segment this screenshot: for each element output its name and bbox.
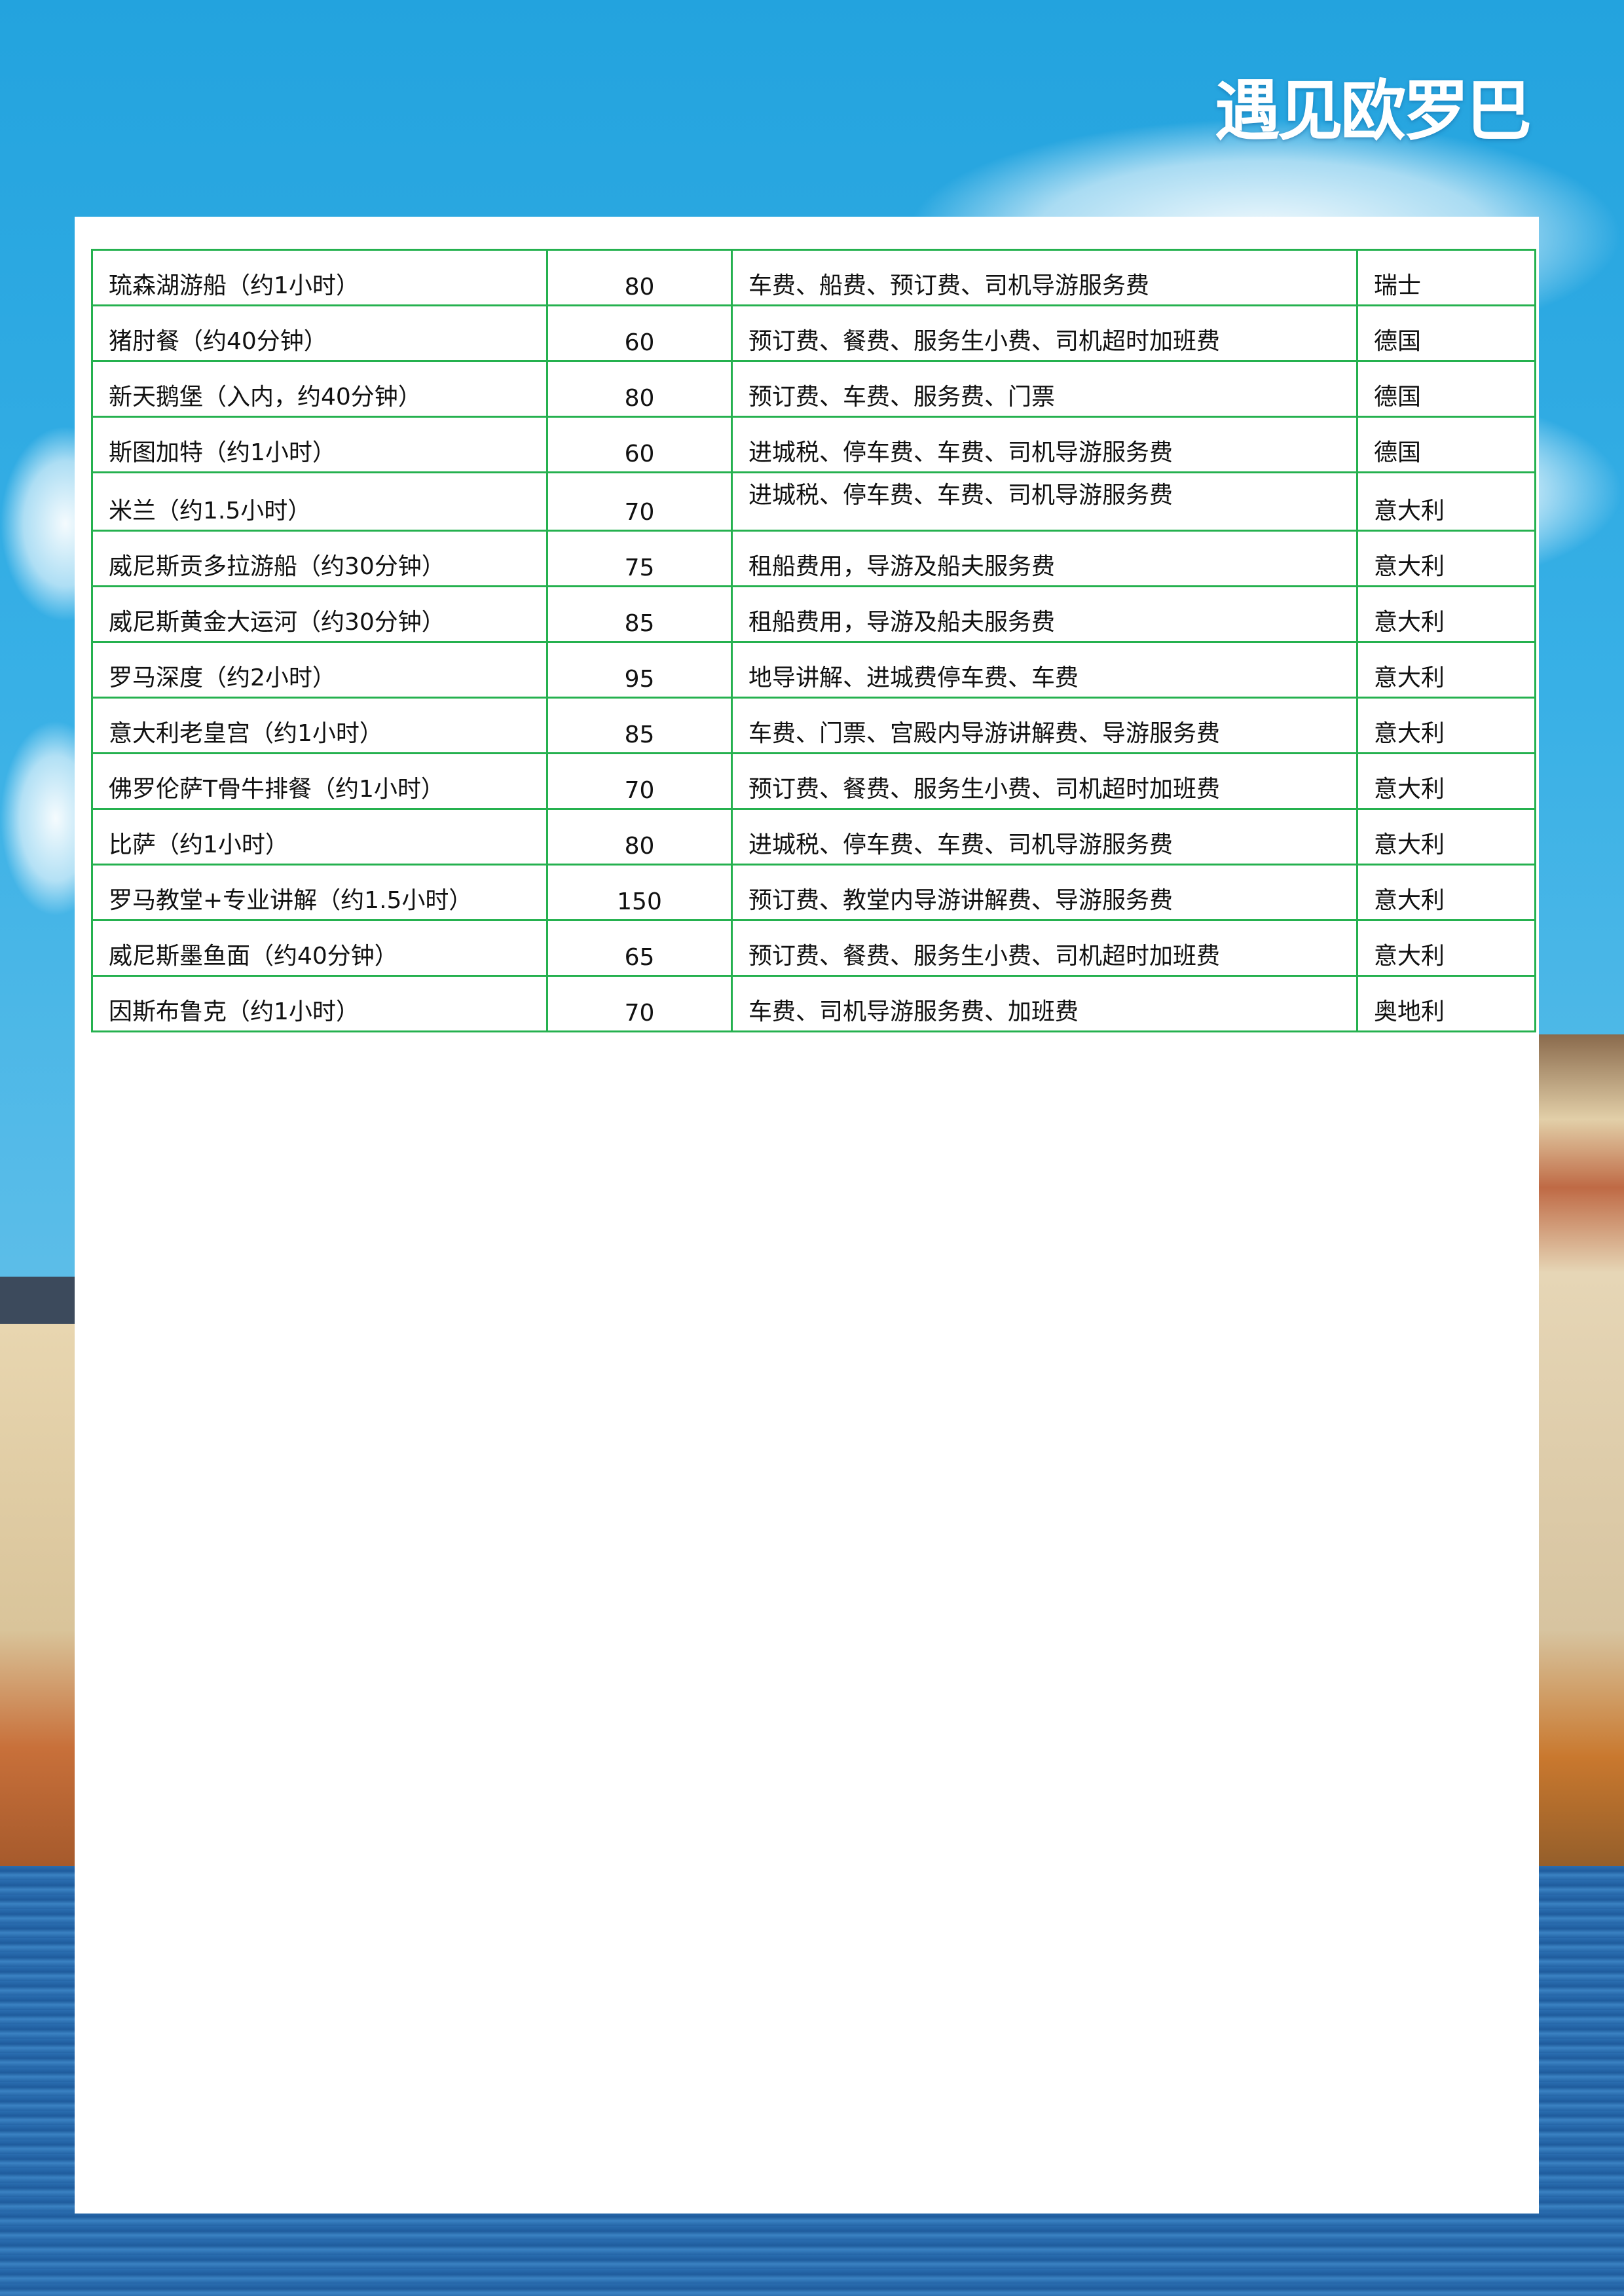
background-building-right bbox=[1532, 1034, 1624, 1886]
table-row: 因斯布鲁克（约1小时） 70 车费、司机导游服务费、加班费 奥地利 bbox=[91, 975, 1536, 1032]
cell-includes: 预订费、餐费、服务生小费、司机超时加班费 bbox=[731, 304, 1358, 362]
cell-item-name: 罗马深度（约2小时） bbox=[91, 641, 548, 699]
cell-country: 德国 bbox=[1356, 360, 1536, 418]
cell-includes: 租船费用，导游及船夫服务费 bbox=[731, 585, 1358, 643]
cell-price: 60 bbox=[546, 304, 733, 362]
cell-country: 意大利 bbox=[1356, 808, 1536, 866]
cell-includes: 地导讲解、进城费停车费、车费 bbox=[731, 641, 1358, 699]
cell-country: 瑞士 bbox=[1356, 249, 1536, 306]
cell-includes: 车费、船费、预订费、司机导游服务费 bbox=[731, 249, 1358, 306]
table-row: 猪肘餐（约40分钟） 60 预订费、餐费、服务生小费、司机超时加班费 德国 bbox=[91, 304, 1536, 362]
cell-includes: 预订费、餐费、服务生小费、司机超时加班费 bbox=[731, 919, 1358, 977]
table-row: 比萨（约1小时） 80 进城税、停车费、车费、司机导游服务费 意大利 bbox=[91, 808, 1536, 866]
cell-country: 意大利 bbox=[1356, 585, 1536, 643]
cell-includes: 车费、门票、宫殿内导游讲解费、导游服务费 bbox=[731, 697, 1358, 754]
cell-price: 70 bbox=[546, 471, 733, 532]
cell-includes: 预订费、教堂内导游讲解费、导游服务费 bbox=[731, 864, 1358, 921]
cell-includes: 进城税、停车费、车费、司机导游服务费 bbox=[731, 416, 1358, 473]
table-row: 米兰（约1.5小时） 70 进城税、停车费、车费、司机导游服务费 意大利 bbox=[91, 471, 1536, 532]
cell-item-name: 因斯布鲁克（约1小时） bbox=[91, 975, 548, 1032]
logo: 遇见欧罗巴 bbox=[1215, 72, 1532, 149]
cell-country: 意大利 bbox=[1356, 752, 1536, 810]
cell-includes: 进城税、停车费、车费、司机导游服务费 bbox=[731, 808, 1358, 866]
table-row: 威尼斯墨鱼面（约40分钟） 65 预订费、餐费、服务生小费、司机超时加班费 意大利 bbox=[91, 919, 1536, 977]
table-row: 新天鹅堡（入内，约40分钟） 80 预订费、车费、服务费、门票 德国 bbox=[91, 360, 1536, 418]
cell-price: 80 bbox=[546, 360, 733, 418]
cell-includes: 进城税、停车费、车费、司机导游服务费 bbox=[731, 471, 1358, 532]
cell-country: 意大利 bbox=[1356, 919, 1536, 977]
cell-includes: 车费、司机导游服务费、加班费 bbox=[731, 975, 1358, 1032]
cell-price: 70 bbox=[546, 752, 733, 810]
cell-item-name: 罗马教堂+专业讲解（约1.5小时） bbox=[91, 864, 548, 921]
cell-country: 意大利 bbox=[1356, 697, 1536, 754]
cell-item-name: 威尼斯贡多拉游船（约30分钟） bbox=[91, 530, 548, 587]
table-row: 罗马深度（约2小时） 95 地导讲解、进城费停车费、车费 意大利 bbox=[91, 641, 1536, 699]
cell-item-name: 威尼斯黄金大运河（约30分钟） bbox=[91, 585, 548, 643]
cell-item-name: 佛罗伦萨T骨牛排餐（约1小时） bbox=[91, 752, 548, 810]
table-row: 威尼斯贡多拉游船（约30分钟） 75 租船费用，导游及船夫服务费 意大利 bbox=[91, 530, 1536, 587]
cell-price: 70 bbox=[546, 975, 733, 1032]
cell-item-name: 米兰（约1.5小时） bbox=[91, 471, 548, 532]
cell-item-name: 意大利老皇宫（约1小时） bbox=[91, 697, 548, 754]
cell-country: 意大利 bbox=[1356, 530, 1536, 587]
cell-item-name: 威尼斯墨鱼面（约40分钟） bbox=[91, 919, 548, 977]
cell-country: 意大利 bbox=[1356, 471, 1536, 532]
cell-price: 85 bbox=[546, 585, 733, 643]
cell-price: 95 bbox=[546, 641, 733, 699]
cell-country: 德国 bbox=[1356, 416, 1536, 473]
cell-includes: 预订费、餐费、服务生小费、司机超时加班费 bbox=[731, 752, 1358, 810]
cell-item-name: 比萨（约1小时） bbox=[91, 808, 548, 866]
table-row: 琉森湖游船（约1小时） 80 车费、船费、预订费、司机导游服务费 瑞士 bbox=[91, 249, 1536, 306]
cell-includes: 预订费、车费、服务费、门票 bbox=[731, 360, 1358, 418]
cell-country: 德国 bbox=[1356, 304, 1536, 362]
excursion-table: 琉森湖游船（约1小时） 80 车费、船费、预订费、司机导游服务费 瑞士 猪肘餐（约40分… bbox=[91, 249, 1536, 1032]
cell-price: 75 bbox=[546, 530, 733, 587]
cell-item-name: 斯图加特（约1小时） bbox=[91, 416, 548, 473]
table-row: 威尼斯黄金大运河（约30分钟） 85 租船费用，导游及船夫服务费 意大利 bbox=[91, 585, 1536, 643]
content-panel: 琉森湖游船（约1小时） 80 车费、船费、预订费、司机导游服务费 瑞士 猪肘餐（约40分… bbox=[75, 217, 1539, 2214]
cell-price: 80 bbox=[546, 249, 733, 306]
background-building-left bbox=[0, 1277, 85, 1866]
cell-includes: 租船费用，导游及船夫服务费 bbox=[731, 530, 1358, 587]
cell-country: 意大利 bbox=[1356, 641, 1536, 699]
cell-item-name: 琉森湖游船（约1小时） bbox=[91, 249, 548, 306]
table-row: 佛罗伦萨T骨牛排餐（约1小时） 70 预订费、餐费、服务生小费、司机超时加班费 意大利 bbox=[91, 752, 1536, 810]
cell-price: 85 bbox=[546, 697, 733, 754]
cell-country: 奥地利 bbox=[1356, 975, 1536, 1032]
cell-country: 意大利 bbox=[1356, 864, 1536, 921]
table-row: 罗马教堂+专业讲解（约1.5小时） 150 预订费、教堂内导游讲解费、导游服务费 意大… bbox=[91, 864, 1536, 921]
cell-price: 150 bbox=[546, 864, 733, 921]
cell-price: 65 bbox=[546, 919, 733, 977]
table-row: 斯图加特（约1小时） 60 进城税、停车费、车费、司机导游服务费 德国 bbox=[91, 416, 1536, 473]
cell-item-name: 新天鹅堡（入内，约40分钟） bbox=[91, 360, 548, 418]
cell-price: 60 bbox=[546, 416, 733, 473]
table-row: 意大利老皇宫（约1小时） 85 车费、门票、宫殿内导游讲解费、导游服务费 意大利 bbox=[91, 697, 1536, 754]
cell-price: 80 bbox=[546, 808, 733, 866]
cell-item-name: 猪肘餐（约40分钟） bbox=[91, 304, 548, 362]
